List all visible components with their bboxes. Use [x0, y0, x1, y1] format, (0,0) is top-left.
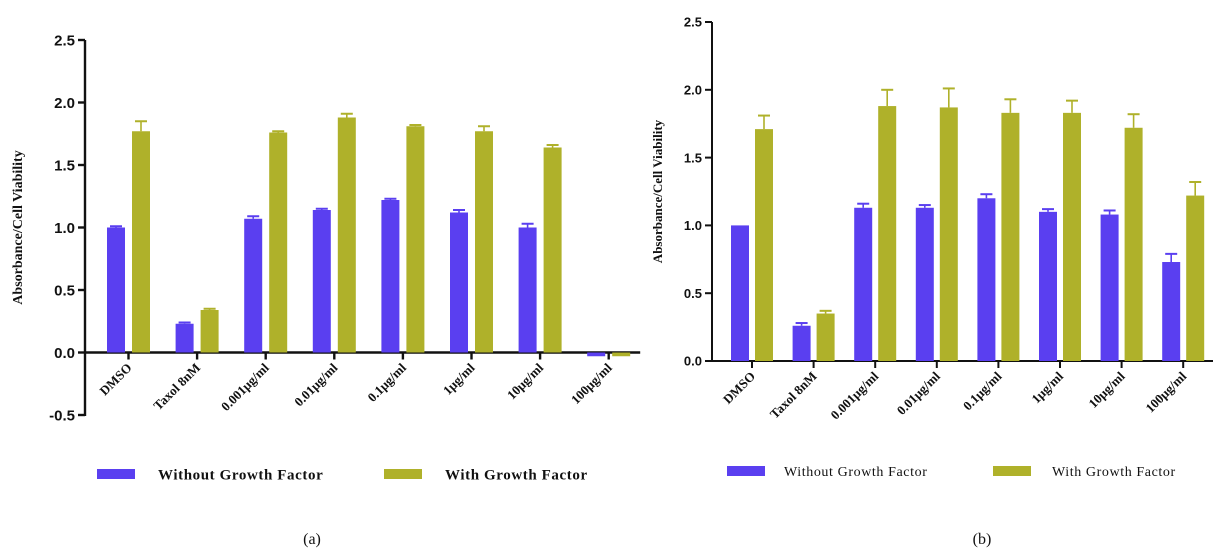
bar [450, 212, 468, 353]
legend-swatch-without-growth-factor [727, 466, 765, 476]
bar [1162, 262, 1181, 361]
y-tick-label: 0.0 [54, 345, 75, 362]
y-tick-label: 1.5 [54, 157, 75, 174]
bar [854, 207, 873, 361]
y-tick-label: 2.5 [54, 32, 75, 49]
y-tick-label: 1.5 [684, 150, 702, 165]
bar [518, 227, 537, 353]
bar [1001, 112, 1020, 362]
bar [939, 107, 958, 361]
legend-label-without-growth-factor: Without Growth Factor [158, 467, 323, 483]
y-tick-label: 2.5 [684, 15, 702, 30]
y-tick-label: -0.5 [49, 407, 75, 424]
y-axis-title: Absorbance/Cell Viability [650, 119, 665, 263]
x-tick-label: DMSO [96, 360, 134, 398]
bar [612, 352, 631, 357]
y-tick-label: 1.0 [684, 218, 702, 233]
bar [107, 227, 125, 353]
bar [1186, 195, 1205, 361]
y-axis-title: Absorbance/Cell Viability [11, 150, 26, 304]
chart-panel-a: -0.5 0.0 0.5 1.0 1.5 2.0 2.5 Absorbance/Cell Vi… [11, 32, 641, 548]
bar [792, 325, 811, 361]
x-tick-label: Taxol 8nM [767, 369, 820, 422]
bar [543, 147, 562, 353]
y-tick-label: 0.5 [54, 282, 75, 299]
bar [977, 198, 996, 361]
bar [132, 131, 150, 353]
x-tick-label: 100μg/ml [1142, 368, 1189, 415]
legend-label-with-growth-factor: With Growth Factor [445, 467, 588, 483]
y-tick-label: 0.5 [684, 286, 702, 301]
bar [1100, 214, 1119, 361]
legend-label-without-growth-factor: Without Growth Factor [784, 465, 927, 480]
bar [312, 210, 331, 353]
x-tick-label: 1μg/ml [440, 360, 478, 398]
x-tick-label: 0.001μg/ml [827, 368, 881, 422]
bar [475, 131, 493, 353]
bar [1063, 112, 1081, 362]
legend-swatch-with-growth-factor [384, 469, 422, 479]
x-tick-label: 0.001μg/ml [218, 360, 272, 414]
x-tick-label: 100μg/ml [568, 360, 615, 407]
bar [1124, 127, 1143, 361]
x-tick-label: 0.1μg/ml [960, 368, 1005, 413]
bar [200, 310, 219, 353]
bar [269, 132, 288, 353]
x-tick-label: 10μg/ml [1085, 368, 1128, 411]
y-tick-label: 1.0 [54, 220, 75, 237]
bar [1039, 211, 1057, 361]
bar [175, 323, 194, 353]
bar [244, 218, 263, 353]
x-tick-label: 0.01μg/ml [894, 368, 944, 418]
legend-swatch-without-growth-factor [97, 469, 135, 479]
y-tick-label: 2.0 [684, 82, 702, 97]
bar [587, 352, 606, 357]
x-tick-label: DMSO [720, 369, 758, 407]
panel-label: (b) [973, 531, 992, 548]
x-tick-label: 10μg/ml [504, 360, 547, 403]
bar [816, 313, 835, 361]
bar [878, 106, 897, 362]
y-tick-label: 0.0 [684, 354, 702, 369]
x-tick-label: Taxol 8nM [150, 360, 203, 413]
x-tick-label: 1μg/ml [1028, 368, 1066, 406]
x-tick-label: 0.1μg/ml [364, 360, 409, 405]
bar [381, 200, 400, 353]
panel-label: (a) [303, 531, 321, 548]
bar [731, 225, 749, 361]
chart-panel-b: 0.0 0.5 1.0 1.5 2.0 2.5 Absorbance/Cell Viabil… [650, 15, 1213, 548]
legend-label-with-growth-factor: With Growth Factor [1052, 465, 1176, 480]
legend-swatch-with-growth-factor [993, 466, 1031, 476]
bar [915, 207, 934, 361]
bar [337, 117, 356, 353]
x-tick-label: 0.01μg/ml [291, 360, 341, 410]
y-tick-label: 2.0 [54, 95, 75, 112]
bar [755, 129, 773, 361]
bar [406, 126, 425, 353]
